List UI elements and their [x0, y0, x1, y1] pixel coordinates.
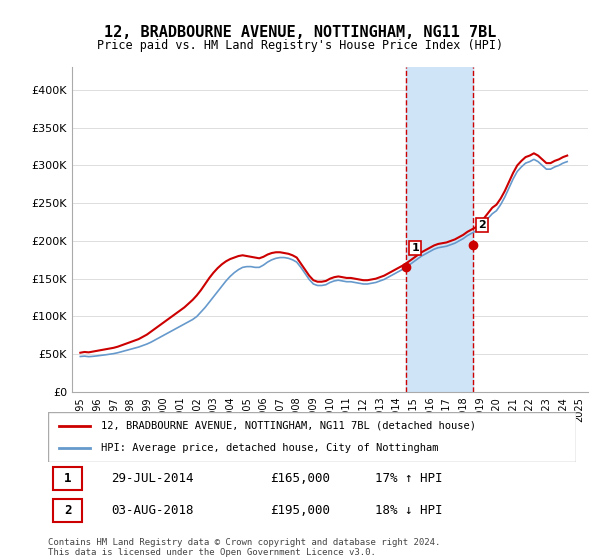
Text: £165,000: £165,000 — [270, 472, 330, 484]
FancyBboxPatch shape — [53, 499, 82, 522]
Bar — [406, 67, 473, 392]
Text: 2: 2 — [478, 220, 486, 230]
Text: 1: 1 — [64, 472, 71, 484]
FancyBboxPatch shape — [53, 466, 82, 489]
Text: 03-AUG-2018: 03-AUG-2018 — [112, 504, 194, 517]
Text: HPI: Average price, detached house, City of Nottingham: HPI: Average price, detached house, City… — [101, 443, 438, 453]
Text: 29-JUL-2014: 29-JUL-2014 — [112, 472, 194, 484]
Text: 18% ↓ HPI: 18% ↓ HPI — [376, 504, 443, 517]
Text: £195,000: £195,000 — [270, 504, 330, 517]
Text: 17% ↑ HPI: 17% ↑ HPI — [376, 472, 443, 484]
Text: 12, BRADBOURNE AVENUE, NOTTINGHAM, NG11 7BL (detached house): 12, BRADBOURNE AVENUE, NOTTINGHAM, NG11 … — [101, 421, 476, 431]
Text: Price paid vs. HM Land Registry's House Price Index (HPI): Price paid vs. HM Land Registry's House … — [97, 39, 503, 52]
Text: 2: 2 — [64, 504, 71, 517]
FancyBboxPatch shape — [48, 412, 576, 462]
Text: 1: 1 — [411, 242, 419, 253]
Text: Contains HM Land Registry data © Crown copyright and database right 2024.
This d: Contains HM Land Registry data © Crown c… — [48, 538, 440, 557]
Text: 12, BRADBOURNE AVENUE, NOTTINGHAM, NG11 7BL: 12, BRADBOURNE AVENUE, NOTTINGHAM, NG11 … — [104, 25, 496, 40]
